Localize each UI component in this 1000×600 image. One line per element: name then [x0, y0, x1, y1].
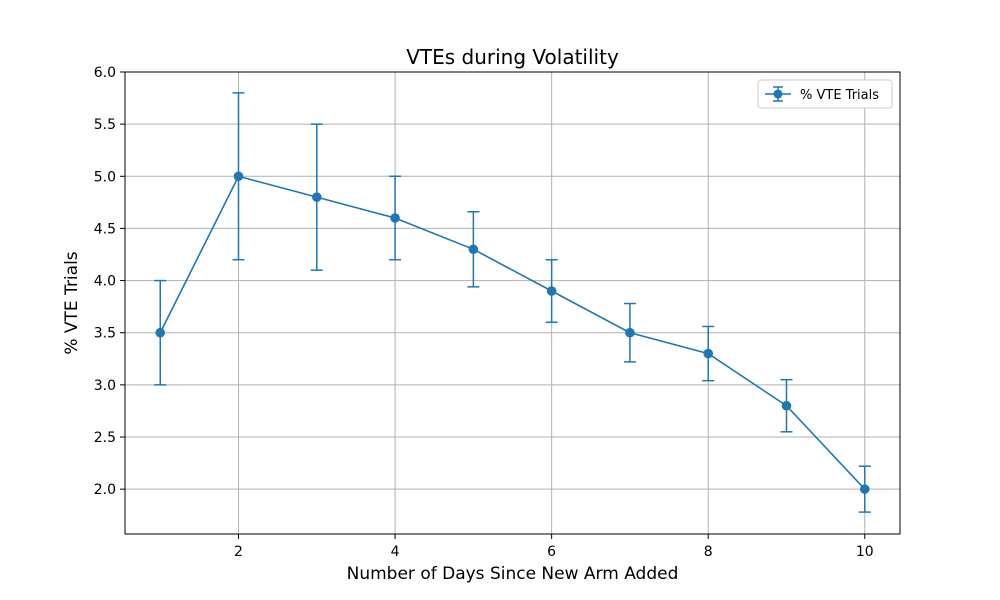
- data-point: [390, 213, 400, 223]
- x-tick-label: 4: [391, 544, 400, 560]
- data-point: [781, 400, 792, 411]
- y-tick-label: 4.5: [94, 221, 116, 237]
- series-line: [159, 175, 866, 490]
- data-point: [703, 348, 714, 359]
- y-tick-label: 4.0: [94, 274, 116, 290]
- y-axis-label: % VTE Trials: [62, 251, 82, 354]
- y-tick-label: 3.5: [94, 326, 116, 342]
- data-point: [155, 327, 166, 338]
- plot-frame: [124, 71, 901, 535]
- data-point: [311, 192, 322, 202]
- ticks: 2 4 6 8 10 2.0 2.5 3.0 3.5 4.0 4.5 5.0 5.5 6.0: [94, 65, 874, 560]
- x-tick-label: 10: [856, 544, 874, 560]
- x-tick-label: 6: [547, 544, 556, 560]
- x-tick-label: 2: [234, 544, 243, 560]
- y-tick-label: 5.5: [94, 117, 116, 133]
- data-point: [625, 327, 635, 338]
- y-tick-label: 2.0: [94, 482, 116, 498]
- legend-marker: [765, 86, 791, 102]
- chart-title: VTEs during Volatility: [406, 45, 619, 69]
- x-tick-label: 8: [704, 544, 713, 560]
- y-tick-label: 6.0: [94, 65, 116, 81]
- legend-marker-dot: [773, 89, 783, 99]
- data-point: [233, 171, 244, 182]
- y-tick-label: 5.0: [94, 169, 116, 185]
- x-axis-label: Number of Days Since New Arm Added: [347, 564, 679, 584]
- legend-box: [757, 79, 893, 109]
- data-point: [468, 244, 479, 255]
- series: [154, 92, 871, 513]
- legend-label: % VTE Trials: [800, 88, 879, 103]
- data-point: [546, 286, 557, 296]
- legend: % VTE Trials: [757, 79, 893, 109]
- y-tick-label: 2.5: [94, 430, 116, 446]
- y-tick-label: 3.0: [94, 378, 116, 394]
- data-point: [859, 484, 870, 494]
